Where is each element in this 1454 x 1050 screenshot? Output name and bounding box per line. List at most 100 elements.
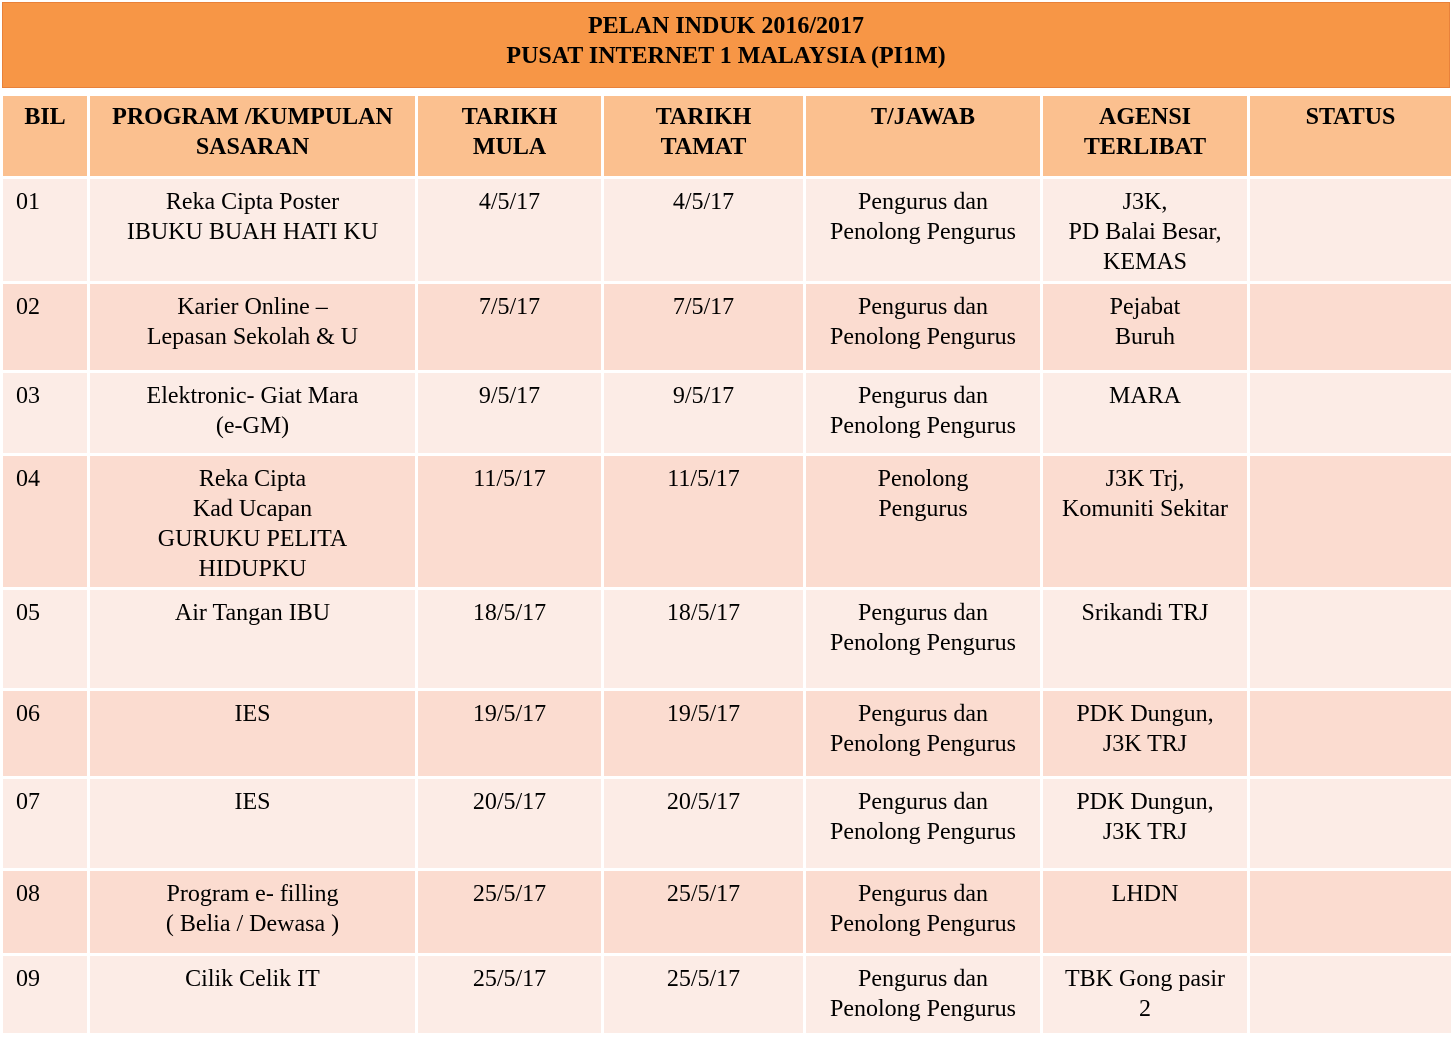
cell-tamat: 7/5/17 [604, 284, 803, 370]
header-text: TERLIBAT [1083, 134, 1207, 160]
cell-program: Air Tangan IBU [90, 590, 415, 688]
cell-mula: 25/5/17 [418, 956, 601, 1033]
column-header-status: STATUS [1250, 96, 1451, 176]
cell-bil: 05 [3, 590, 87, 688]
table-row: 06 IES 19/5/17 19/5/17 Pengurus dan Penolong … [3, 691, 1451, 776]
table-row: 04 Reka Cipta Kad Ucapan GURUKU PELITA HIDUP… [3, 456, 1451, 587]
cell-text: Penolong Pengurus [830, 996, 1016, 1022]
cell-text: Penolong Pengurus [830, 219, 1016, 245]
cell-text: Penolong Pengurus [830, 731, 1016, 757]
cell-bil: 02 [3, 284, 87, 370]
column-header-agensi: AGENSI TERLIBAT [1043, 96, 1247, 176]
cell-mula: 9/5/17 [418, 373, 601, 453]
cell-tamat: 11/5/17 [604, 456, 803, 587]
cell-bil: 03 [3, 373, 87, 453]
cell-text: IES [234, 701, 271, 727]
cell-text: Komuniti Sekitar [1062, 496, 1228, 522]
cell-status [1250, 779, 1451, 868]
header-text: TARIKH [461, 104, 558, 130]
cell-tjawab: Pengurus dan Penolong Pengurus [806, 779, 1040, 868]
title-line-2: PUSAT INTERNET 1 MALAYSIA (PI1M) [506, 43, 946, 69]
cell-mula: 7/5/17 [418, 284, 601, 370]
cell-agensi: PDK Dungun, J3K TRJ [1043, 691, 1247, 776]
cell-text: J3K TRJ [1102, 819, 1188, 845]
cell-bil: 07 [3, 779, 87, 868]
cell-tjawab: Pengurus dan Penolong Pengurus [806, 373, 1040, 453]
cell-text: LHDN [1111, 881, 1179, 907]
cell-tjawab: Penolong Pengurus [806, 456, 1040, 587]
cell-bil: 06 [3, 691, 87, 776]
cell-text: TBK Gong pasir [1065, 966, 1225, 992]
cell-program: Elektronic- Giat Mara (e-GM) [90, 373, 415, 453]
cell-text: Penolong Pengurus [830, 324, 1016, 350]
header-text: T/JAWAB [870, 104, 976, 130]
cell-tamat: 20/5/17 [604, 779, 803, 868]
cell-mula: 11/5/17 [418, 456, 601, 587]
cell-bil: 08 [3, 871, 87, 953]
cell-text: Pengurus [878, 496, 968, 522]
cell-text: Pengurus dan [858, 966, 988, 992]
cell-text: Kad Ucapan [192, 496, 313, 522]
cell-text: Air Tangan IBU [174, 600, 331, 626]
cell-tjawab: Pengurus dan Penolong Pengurus [806, 590, 1040, 688]
cell-program: Program e- filling ( Belia / Dewasa ) [90, 871, 415, 953]
cell-bil: 04 [3, 456, 87, 587]
cell-text: Pengurus dan [858, 189, 988, 215]
page-title: PELAN INDUK 2016/2017 PUSAT INTERNET 1 M… [2, 2, 1450, 88]
cell-tjawab: Pengurus dan Penolong Pengurus [806, 956, 1040, 1033]
cell-text: J3K, [1122, 189, 1168, 215]
cell-status [1250, 590, 1451, 688]
cell-mula: 19/5/17 [418, 691, 601, 776]
cell-agensi: MARA [1043, 373, 1247, 453]
cell-text: J3K TRJ [1102, 731, 1188, 757]
cell-text: MARA [1108, 383, 1181, 409]
cell-text: Pengurus dan [858, 383, 988, 409]
cell-tamat: 25/5/17 [604, 956, 803, 1033]
cell-text: Program e- filling [166, 881, 339, 907]
cell-status [1250, 956, 1451, 1033]
title-line-1: PELAN INDUK 2016/2017 [587, 13, 864, 39]
cell-agensi: J3K, PD Balai Besar, KEMAS [1043, 179, 1247, 281]
cell-status [1250, 871, 1451, 953]
table-row: 05 Air Tangan IBU 18/5/17 18/5/17 Pengurus d… [3, 590, 1451, 688]
cell-tjawab: Pengurus dan Penolong Pengurus [806, 871, 1040, 953]
cell-text: KEMAS [1102, 249, 1187, 275]
cell-text: PDK Dungun, [1076, 701, 1214, 727]
cell-text: Lepasan Sekolah & U [146, 324, 359, 350]
column-header-tarikh-mula: TARIKH MULA [418, 96, 601, 176]
header-text: BIL [24, 104, 66, 130]
cell-text: Pejabat [1109, 294, 1181, 320]
header-text: TARIKH [655, 104, 752, 130]
table-row: 01 Reka Cipta Poster IBUKU BUAH HATI KU 4/5… [3, 179, 1451, 281]
cell-text: Penolong [877, 466, 969, 492]
cell-agensi: J3K Trj, Komuniti Sekitar [1043, 456, 1247, 587]
cell-status [1250, 373, 1451, 453]
cell-text: Karier Online – [177, 294, 328, 320]
table-row: 03 Elektronic- Giat Mara (e-GM) 9/5/17 9/5/1… [3, 373, 1451, 453]
column-header-tarikh-tamat: TARIKH TAMAT [604, 96, 803, 176]
cell-program: Reka Cipta Poster IBUKU BUAH HATI KU [90, 179, 415, 281]
cell-tjawab: Pengurus dan Penolong Pengurus [806, 691, 1040, 776]
cell-agensi: Pejabat Buruh [1043, 284, 1247, 370]
cell-agensi: TBK Gong pasir 2 [1043, 956, 1247, 1033]
cell-text: (e-GM) [215, 413, 290, 439]
cell-text: Pengurus dan [858, 789, 988, 815]
cell-text: Pengurus dan [858, 881, 988, 907]
column-header-bil: BIL [3, 96, 87, 176]
header-row: BIL PROGRAM /KUMPULAN SASARAN TARIKH MULA TAR… [3, 96, 1451, 176]
cell-text: PDK Dungun, [1076, 789, 1214, 815]
cell-tamat: 9/5/17 [604, 373, 803, 453]
cell-status [1250, 456, 1451, 587]
cell-text: Pengurus dan [858, 294, 988, 320]
cell-tamat: 18/5/17 [604, 590, 803, 688]
cell-bil: 09 [3, 956, 87, 1033]
cell-status [1250, 691, 1451, 776]
cell-agensi: LHDN [1043, 871, 1247, 953]
cell-text: IBUKU BUAH HATI KU [126, 219, 379, 245]
cell-mula: 20/5/17 [418, 779, 601, 868]
cell-text: J3K Trj, [1105, 466, 1185, 492]
cell-mula: 4/5/17 [418, 179, 601, 281]
cell-text: Pengurus dan [858, 600, 988, 626]
cell-mula: 18/5/17 [418, 590, 601, 688]
cell-text: HIDUPKU [198, 556, 307, 582]
